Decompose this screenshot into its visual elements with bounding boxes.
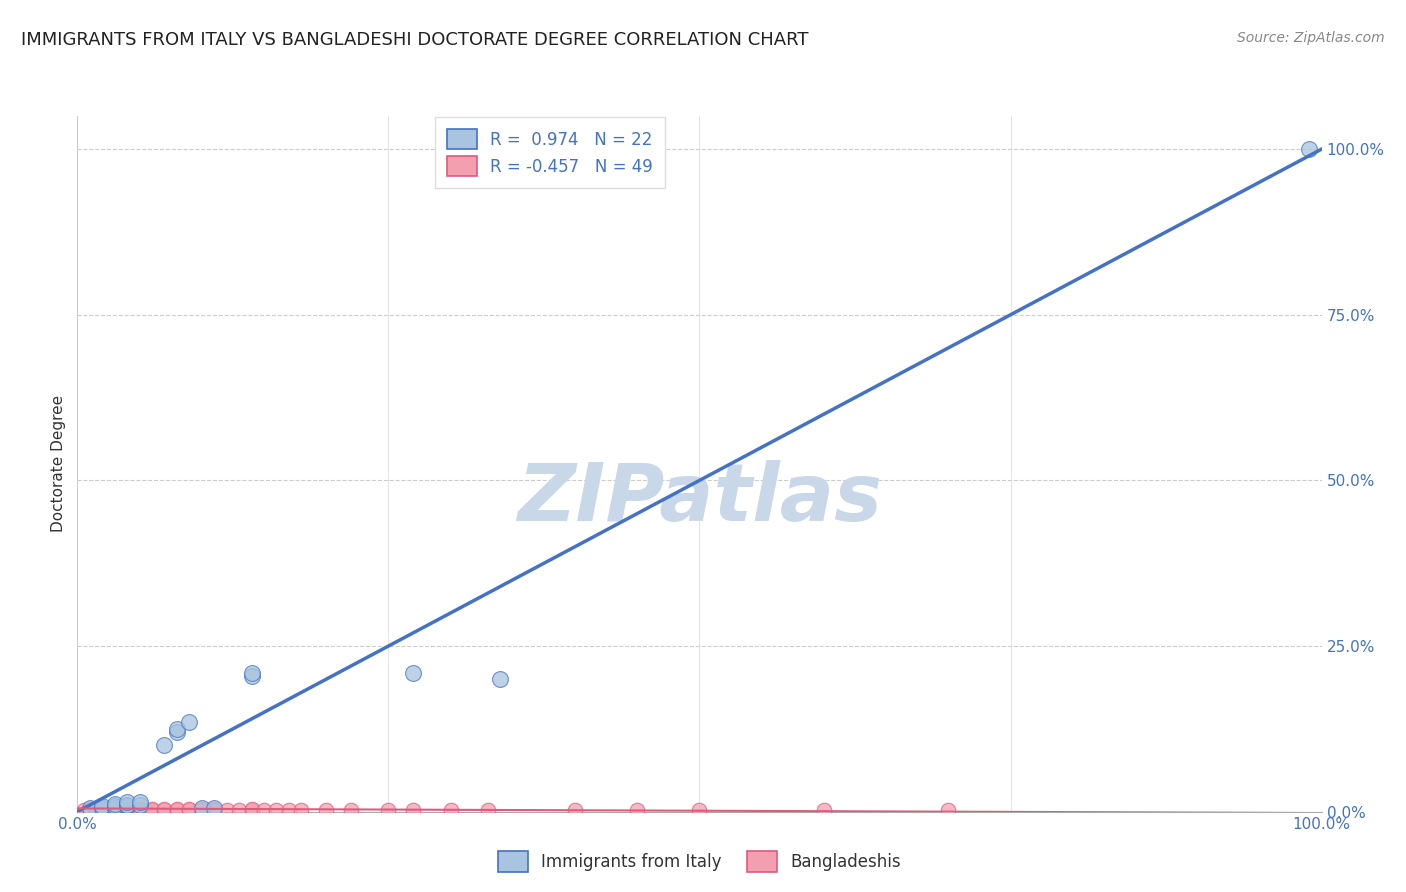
Point (402, 665, 425, 680)
Point (315, 803, 337, 817)
Point (228, 803, 250, 817)
Legend: Immigrants from Italy, Bangladeshis: Immigrants from Italy, Bangladeshis (486, 839, 912, 883)
Point (340, 803, 363, 817)
Point (72, 803, 94, 817)
Point (115, 795, 138, 809)
Point (115, 798, 138, 813)
Point (564, 803, 586, 817)
Point (153, 803, 176, 817)
Point (240, 802, 263, 816)
Point (104, 803, 127, 817)
Point (79, 801, 101, 815)
Point (477, 803, 499, 817)
Point (290, 803, 312, 817)
Point (166, 803, 188, 817)
Point (1298, 142, 1320, 156)
Point (489, 672, 512, 686)
Text: Source: ZipAtlas.com: Source: ZipAtlas.com (1237, 31, 1385, 45)
Point (97, 803, 120, 817)
Point (440, 803, 463, 817)
Point (266, 803, 288, 817)
Point (115, 799, 138, 814)
Point (141, 803, 163, 817)
Point (153, 802, 176, 816)
Point (166, 725, 188, 739)
Point (91, 803, 114, 817)
Point (689, 803, 711, 817)
Point (104, 797, 127, 811)
Point (91, 801, 114, 815)
Point (253, 803, 276, 817)
Point (84, 803, 107, 817)
Point (91, 802, 114, 816)
Point (191, 803, 214, 817)
Point (128, 798, 150, 813)
Text: IMMIGRANTS FROM ITALY VS BANGLADESHI DOCTORATE DEGREE CORRELATION CHART: IMMIGRANTS FROM ITALY VS BANGLADESHI DOC… (21, 31, 808, 49)
Point (191, 802, 214, 816)
Point (115, 802, 138, 816)
Point (938, 803, 960, 817)
Point (153, 739, 176, 753)
Point (141, 802, 163, 816)
Point (104, 802, 127, 816)
Point (135, 803, 157, 817)
Point (166, 802, 188, 816)
Point (128, 802, 150, 816)
Point (166, 722, 188, 736)
Point (240, 669, 263, 683)
Point (79, 802, 101, 816)
Point (377, 803, 399, 817)
Point (626, 803, 648, 817)
Point (402, 803, 425, 817)
Point (240, 803, 263, 817)
Point (179, 802, 201, 816)
Point (240, 665, 263, 680)
Point (128, 803, 150, 817)
Point (277, 803, 299, 817)
Point (215, 803, 238, 817)
Point (110, 802, 132, 816)
Point (179, 803, 201, 817)
Point (202, 803, 225, 817)
Point (84, 802, 107, 816)
Point (128, 795, 150, 809)
Point (91, 799, 114, 814)
Point (104, 801, 127, 815)
Y-axis label: Doctorate Degree: Doctorate Degree (51, 395, 66, 533)
Point (115, 803, 138, 817)
Point (179, 715, 201, 730)
Point (813, 803, 835, 817)
Point (104, 799, 127, 814)
Point (104, 801, 127, 815)
Point (202, 802, 225, 816)
Text: ZIPatlas: ZIPatlas (517, 459, 882, 538)
Point (97, 802, 120, 816)
Point (191, 801, 214, 815)
Point (202, 801, 225, 815)
Point (79, 803, 101, 817)
